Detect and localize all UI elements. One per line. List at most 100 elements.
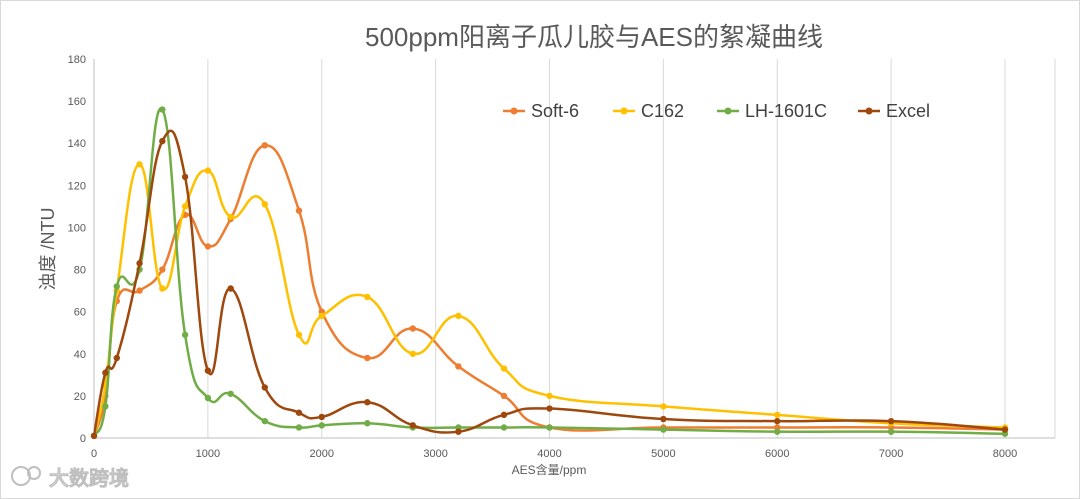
data-point-excel	[455, 428, 462, 435]
data-point-lh-1601c	[364, 420, 371, 427]
data-point-excel	[546, 405, 553, 412]
data-point-excel	[774, 417, 781, 425]
data-point-lh-1601c	[227, 390, 234, 397]
data-point-excel	[204, 367, 212, 374]
y-tick-label: 100	[68, 222, 86, 234]
data-point-c162	[318, 312, 325, 320]
data-point-excel	[227, 285, 234, 292]
data-point-excel	[887, 417, 895, 425]
data-point-lh-1601c	[774, 428, 781, 435]
grid-lines	[207, 59, 1056, 438]
data-point-c162	[159, 285, 166, 292]
data-point-c162	[181, 203, 189, 210]
x-tick-label: 3000	[423, 448, 447, 460]
data-point-excel	[90, 432, 98, 440]
data-point-excel	[181, 173, 189, 181]
data-point-soft-6	[136, 287, 143, 294]
data-point-excel	[1001, 426, 1009, 433]
data-point-c162	[364, 293, 371, 301]
data-point-soft-6	[295, 207, 303, 214]
axes	[93, 59, 1055, 439]
legend-marker-excel	[865, 107, 873, 115]
y-tick-label: 180	[68, 54, 86, 66]
tick-labels: 0 1000 2000 3000 4000 5000 6000 7000 8000 0 20 40 60…	[68, 54, 1018, 460]
data-point-lh-1601c	[295, 424, 303, 431]
y-tick-label: 120	[68, 180, 86, 192]
x-tick-label: 8000	[993, 448, 1017, 460]
y-tick-label: 80	[74, 265, 86, 277]
data-point-lh-1601c	[660, 426, 667, 433]
x-tick-label: 6000	[765, 448, 789, 460]
x-tick-label: 2000	[310, 448, 334, 460]
watermark-logo-icon	[11, 466, 31, 486]
data-point-lh-1601c	[113, 283, 120, 290]
watermark-logo-icon-2	[27, 466, 41, 480]
data-point-lh-1601c	[261, 417, 269, 425]
data-point-c162	[500, 365, 508, 372]
data-point-lh-1601c	[204, 394, 212, 402]
data-point-c162	[409, 350, 417, 357]
data-point-soft-6	[500, 392, 508, 400]
data-point-excel	[364, 399, 371, 406]
data-point-c162	[261, 201, 269, 208]
legend-marker-c162	[620, 107, 628, 115]
data-point-lh-1601c	[159, 106, 166, 113]
series-line-soft-6	[92, 144, 1006, 437]
y-tick-label: 160	[68, 96, 86, 108]
data-point-c162	[204, 167, 212, 174]
data-point-soft-6	[409, 325, 417, 332]
y-axis-label: 浊度 /NTU	[38, 208, 58, 291]
legend-label-c162: C162	[641, 101, 684, 121]
x-tick-label: 7000	[879, 448, 903, 460]
data-point-lh-1601c	[181, 331, 189, 339]
data-point-soft-6	[204, 243, 212, 250]
data-point-excel	[409, 422, 417, 429]
data-point-c162	[774, 411, 781, 419]
data-point-c162	[295, 331, 303, 339]
data-point-excel	[113, 354, 120, 362]
data-point-soft-6	[261, 142, 269, 149]
data-point-lh-1601c	[318, 422, 325, 429]
data-point-c162	[136, 161, 143, 168]
x-tick-label: 4000	[537, 448, 561, 460]
y-tick-label: 60	[74, 307, 86, 319]
series-group	[90, 106, 1009, 440]
data-point-excel	[136, 260, 143, 267]
watermark: 大数跨境	[11, 466, 129, 490]
data-point-lh-1601c	[546, 424, 553, 431]
data-point-soft-6	[159, 266, 166, 273]
data-point-excel	[159, 137, 166, 145]
chart-title: 500ppm阳离子瓜儿胶与AES的絮凝曲线	[365, 22, 823, 52]
y-tick-label: 140	[68, 138, 86, 150]
data-point-excel	[261, 384, 269, 391]
data-point-soft-6	[364, 354, 371, 362]
y-tick-label: 0	[80, 433, 86, 445]
y-tick-label: 40	[74, 349, 86, 361]
data-point-excel	[295, 409, 303, 416]
y-tick-label: 20	[74, 391, 86, 403]
data-point-c162	[227, 213, 234, 221]
x-tick-label: 5000	[651, 448, 675, 460]
series-excel	[90, 129, 1009, 440]
x-tick-label: 1000	[196, 448, 220, 460]
x-axis-label: AES含量/ppm	[512, 462, 587, 477]
data-point-excel	[500, 411, 508, 419]
data-point-excel	[102, 369, 109, 376]
legend-label-lh-1601c: LH-1601C	[745, 101, 827, 121]
legend-label-soft-6: Soft-6	[531, 101, 579, 121]
data-point-lh-1601c	[500, 424, 508, 431]
data-point-excel	[660, 415, 667, 423]
legend-label-excel: Excel	[886, 101, 930, 121]
data-point-c162	[455, 312, 462, 320]
data-point-excel	[318, 413, 325, 421]
legend-marker-soft-6	[510, 107, 518, 115]
data-point-lh-1601c	[102, 403, 109, 410]
watermark-text: 大数跨境	[49, 466, 129, 490]
x-tick-label: 0	[91, 448, 97, 460]
data-point-c162	[660, 403, 667, 410]
legend-marker-lh-1601c	[724, 107, 732, 115]
data-point-soft-6	[455, 363, 462, 370]
legend: Soft-6 C162 LH-1601C Excel	[503, 101, 930, 121]
